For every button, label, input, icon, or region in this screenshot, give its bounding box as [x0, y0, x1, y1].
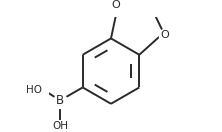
Text: O: O — [160, 30, 169, 40]
Text: O: O — [111, 0, 120, 10]
Text: B: B — [56, 94, 64, 107]
Text: OH: OH — [52, 121, 68, 131]
Text: HO: HO — [26, 85, 42, 95]
